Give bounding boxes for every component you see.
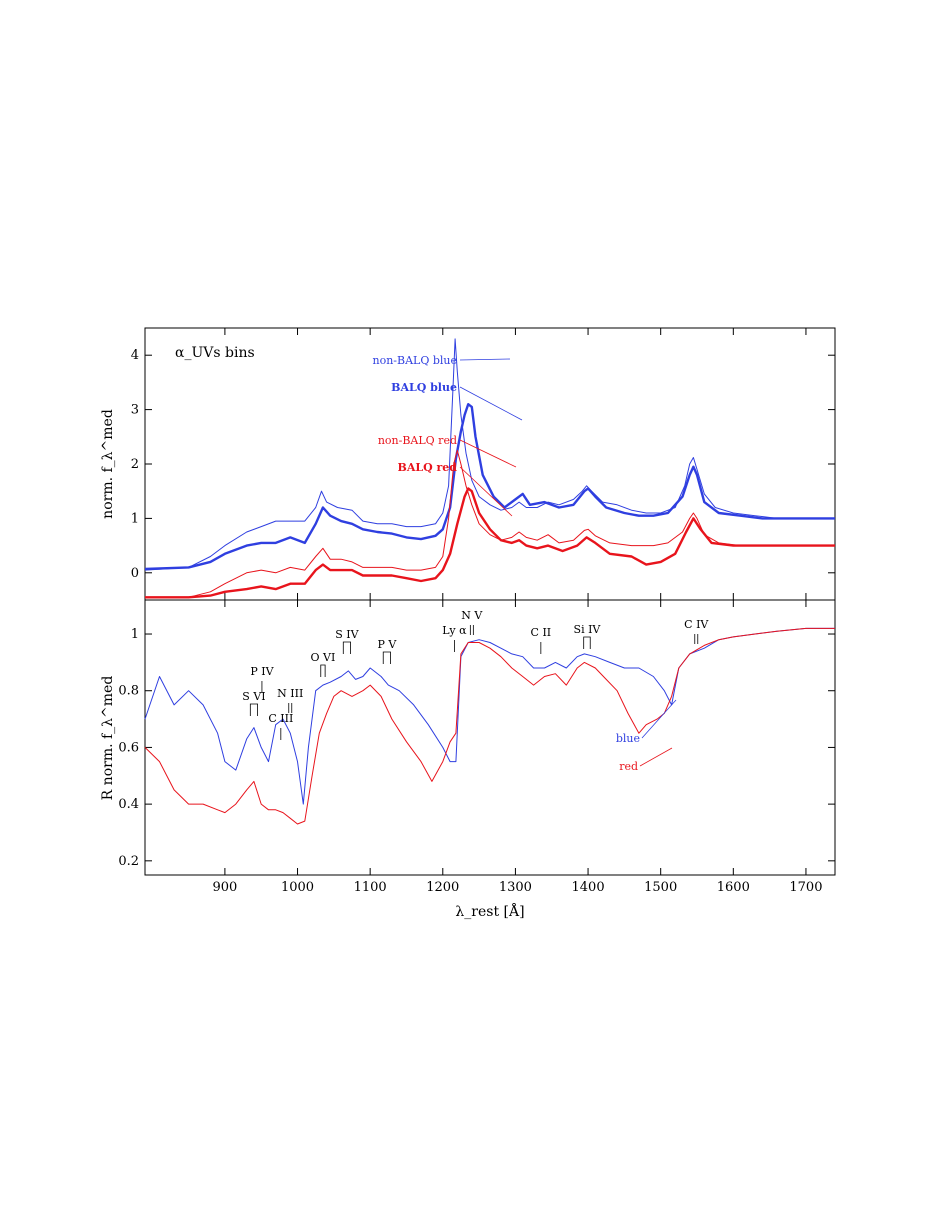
bottom-series-group	[144, 627, 835, 825]
bottom-label-blue: blue	[616, 732, 640, 745]
y-tick-label: 0.6	[118, 740, 139, 755]
bottom-x-ticks: 900 1000 1100 1200 1300 1400 1500 1600 1700	[212, 600, 822, 895]
y-tick-label: 0.8	[118, 684, 139, 699]
top-label-balq-red: BALQ red	[398, 461, 458, 474]
y-tick-label: 1	[131, 511, 139, 526]
line-id-label: Ly α	[442, 624, 467, 637]
top-panel-frame	[144, 327, 836, 601]
y-tick-label: 2	[131, 457, 139, 472]
line-id-label: Si IV	[574, 623, 602, 636]
line-id-label: N III	[277, 687, 303, 700]
bottom-label-red: red	[619, 760, 638, 773]
top-label-balq-blue: BALQ blue	[391, 381, 457, 394]
line-id-label: P V	[377, 638, 397, 651]
y-tick-label: 1	[131, 627, 139, 642]
line-id-label: S VI	[242, 690, 265, 703]
top-series-balq-blue	[144, 403, 835, 571]
top-label-leader	[459, 358, 511, 361]
bottom-series-labels: blue red	[616, 699, 677, 773]
x-tick-label: 1700	[789, 880, 822, 895]
line-id-label: P IV	[250, 665, 274, 678]
x-tick-label: 900	[212, 880, 237, 895]
y-tick-label: 3	[131, 403, 139, 418]
top-y-axis-title: norm. f_λ^med	[100, 409, 116, 519]
top-label-non-balq-blue: non-BALQ blue	[372, 354, 457, 367]
line-id-marker	[342, 641, 351, 654]
bottom-panel-frame	[144, 599, 836, 876]
top-label-leader	[459, 439, 517, 468]
top-series-balq-red	[145, 487, 835, 599]
bottom-series-red	[144, 627, 835, 825]
x-tick-label: 1200	[426, 880, 459, 895]
top-label-leader	[459, 386, 523, 421]
x-tick-label: 1100	[354, 880, 387, 895]
line-id-label: C IV	[684, 618, 709, 631]
bottom-y-ticks: 0.2 0.4 0.6 0.8 1	[118, 627, 835, 869]
bottom-label-leader	[639, 747, 673, 767]
line-id-label: O VI	[311, 651, 336, 664]
bottom-panel: 900 1000 1100 1200 1300 1400 1500 1600 1700 0.20…	[100, 599, 836, 920]
top-series-non-balq-blue	[144, 338, 835, 571]
line-id-marker	[320, 664, 326, 677]
line-identifications: S VI P IV C III N III O VI S IV P V Ly α N V C II…	[242, 609, 709, 740]
top-series-group	[144, 338, 835, 599]
line-id-label: C III	[268, 712, 293, 725]
top-label-non-balq-red: non-BALQ red	[378, 434, 457, 447]
line-id-label: C II	[531, 626, 552, 639]
top-label-leader	[459, 466, 513, 517]
top-series-non-balq-red	[145, 449, 835, 598]
bottom-y-axis-title: R norm. f_λ^med	[100, 676, 116, 801]
y-tick-label: 4	[131, 348, 139, 363]
x-tick-label: 1500	[644, 880, 677, 895]
top-x-ticks	[224, 328, 807, 600]
x-tick-label: 1600	[717, 880, 750, 895]
top-panel-label: α_UVs bins	[175, 345, 255, 361]
line-id-marker	[382, 651, 391, 664]
x-axis-title: λ_rest [Å]	[455, 902, 524, 920]
y-tick-label: 0.4	[118, 797, 139, 812]
line-id-marker	[249, 703, 258, 716]
x-tick-label: 1000	[281, 880, 314, 895]
line-id-label: S IV	[335, 628, 359, 641]
y-tick-label: 0	[131, 566, 139, 581]
line-id-label: N V	[461, 609, 483, 622]
x-tick-label: 1300	[499, 880, 532, 895]
bottom-label-leader	[641, 699, 677, 739]
y-tick-label: 0.2	[118, 854, 139, 869]
line-id-marker	[583, 636, 591, 649]
bottom-series-blue	[144, 627, 835, 805]
x-tick-label: 1400	[572, 880, 605, 895]
top-series-labels: non-BALQ blue BALQ blue non-BALQ red BALQ r…	[372, 354, 523, 517]
top-panel: 0 1 2 3 4 α_UVs bins norm. f_λ^med non-BALQ …	[100, 327, 836, 601]
